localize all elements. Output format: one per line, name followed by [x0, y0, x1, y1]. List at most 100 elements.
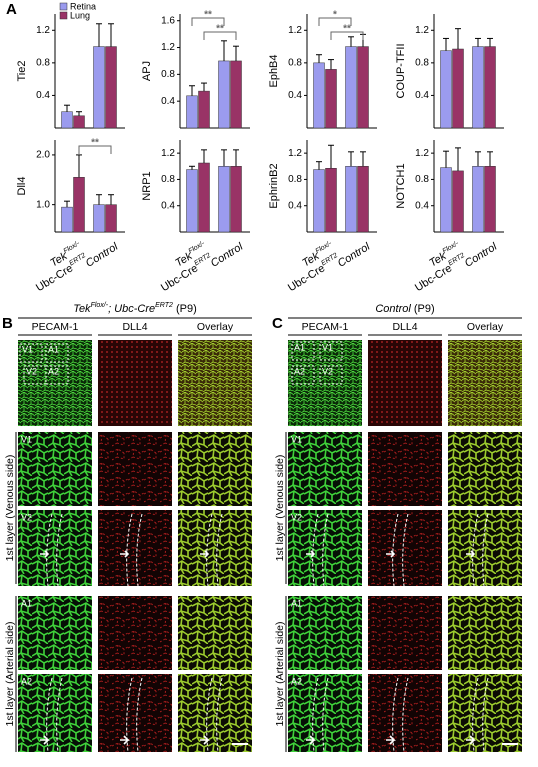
bar [61, 111, 73, 129]
panel-letter: A [6, 1, 17, 18]
x-tick-label: Control [84, 241, 121, 270]
bar [452, 48, 464, 129]
y-tick-label: 1.2 [36, 25, 50, 36]
vessel-outline [322, 677, 329, 753]
error-bar [328, 59, 334, 70]
title-part: (P9) [411, 303, 435, 315]
micrograph [18, 432, 92, 506]
bar [198, 162, 210, 233]
arrow [40, 550, 50, 558]
error-bar [348, 151, 354, 167]
y-tick-label: 0.4 [415, 90, 429, 101]
vessel-outline [56, 677, 63, 753]
side-label: 1st layer (Arterial side) [274, 621, 286, 726]
error-bar [455, 28, 461, 50]
arrow [466, 550, 476, 558]
roi-label: A1 [294, 342, 305, 352]
error-bar [233, 45, 239, 61]
error-bar [316, 161, 322, 170]
row-label: V1 [21, 434, 32, 444]
bar [230, 166, 242, 233]
y-axis-label: Dll4 [16, 177, 28, 196]
arrow [386, 550, 396, 558]
title-part: Tek [73, 303, 91, 315]
bar [345, 166, 357, 233]
y-axis-label: APJ [141, 61, 153, 81]
bar [186, 169, 198, 233]
vessel-outline [472, 677, 479, 753]
micrograph [178, 340, 252, 426]
bar [198, 90, 210, 129]
title-part: Control [375, 303, 411, 315]
column-header: PECAM-1 [302, 321, 349, 333]
arrow [466, 735, 476, 745]
micrograph [288, 432, 362, 506]
error-bar [443, 37, 449, 51]
error-bar [108, 23, 114, 47]
arrow [200, 550, 210, 558]
bar [484, 166, 496, 233]
bar [230, 60, 242, 129]
column-header: Overlay [197, 321, 234, 333]
vessel-outline [472, 513, 479, 587]
micrograph [18, 340, 92, 426]
y-tick-label: 1.2 [161, 148, 175, 159]
error-bar [348, 36, 354, 47]
y-axis-label: EphB4 [268, 54, 280, 87]
row-label: A1 [291, 598, 302, 608]
error-bar [443, 150, 449, 168]
error-bar [221, 40, 227, 61]
row-label: V2 [291, 512, 302, 522]
bar [452, 170, 464, 233]
vessel-outline [216, 677, 223, 753]
bar [218, 60, 230, 129]
arrow [120, 735, 130, 745]
legend-swatch [59, 2, 68, 11]
row-label: V2 [21, 512, 32, 522]
vessel-outline [392, 677, 399, 753]
side-label: 1st layer (Arterial side) [4, 621, 16, 726]
y-tick-label: 0.4 [161, 96, 175, 107]
y-tick-label: 0.8 [288, 57, 302, 68]
significance-bracket [203, 31, 237, 40]
y-tick-label: 0.4 [161, 200, 175, 211]
vessel-outline [56, 513, 63, 587]
roi-label: A1 [48, 344, 59, 354]
vessel-outline [206, 513, 213, 587]
vessel-outline [136, 677, 143, 753]
bar [186, 95, 198, 129]
vessel-outline [136, 513, 143, 587]
vessel-outline [482, 513, 489, 587]
bar [440, 167, 452, 233]
error-bar [316, 54, 322, 63]
significance-bracket [78, 145, 112, 154]
error-bar [76, 111, 82, 116]
micrograph [178, 596, 252, 670]
y-tick-label: 1.2 [161, 42, 175, 53]
legend-swatch [59, 11, 68, 20]
bar [105, 46, 117, 129]
row-label: A2 [291, 676, 302, 686]
significance-label: ** [204, 10, 212, 21]
roi-label: V2 [322, 366, 333, 376]
error-bar [455, 147, 461, 171]
bar [325, 69, 337, 129]
y-tick-label: 0.4 [288, 90, 302, 101]
vessel-outline [402, 677, 409, 753]
bar [440, 50, 452, 129]
vessel-outline [392, 513, 399, 587]
side-label: 1st layer (Venous side) [4, 455, 16, 562]
y-tick-label: 1.2 [288, 25, 302, 36]
micrograph [288, 510, 362, 586]
micrograph [98, 340, 172, 426]
micrograph [98, 596, 172, 670]
error-bar [76, 154, 82, 178]
error-bar [201, 82, 207, 92]
bar [93, 204, 105, 233]
bar [93, 46, 105, 129]
vessel-outline [402, 513, 409, 587]
bar [218, 166, 230, 233]
significance-label: * [333, 10, 337, 21]
micrograph [288, 340, 362, 426]
vessel-outline [216, 513, 223, 587]
